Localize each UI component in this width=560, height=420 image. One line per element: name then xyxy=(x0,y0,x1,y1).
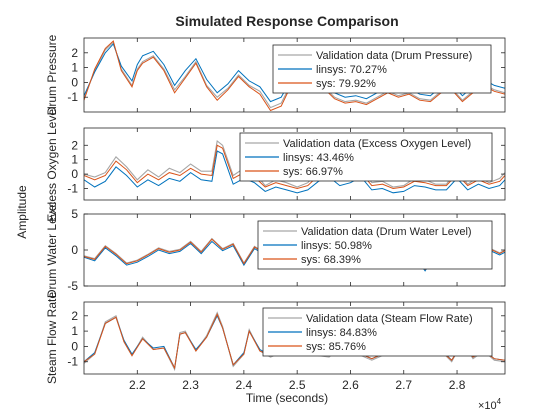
axes-frame xyxy=(83,127,506,201)
y-tick-label: 2 xyxy=(71,138,78,152)
legend-entry: sys: 68.39% xyxy=(301,254,361,266)
series-line-sys xyxy=(84,40,505,112)
x-tick-label: 2.4 xyxy=(236,378,253,392)
y-tick-label: -1 xyxy=(67,355,78,369)
x-tick-label: 2.7 xyxy=(395,378,412,392)
legend-entry: Validation data (Drum Pressure) xyxy=(316,50,472,62)
y-tick-label: 0 xyxy=(71,75,78,89)
y-tick-label: 0 xyxy=(71,243,78,257)
series-line-validation xyxy=(84,139,505,188)
series-line-sys xyxy=(84,144,505,190)
x-tick-label: 2.8 xyxy=(449,378,466,392)
x-axis-label: Time (seconds) xyxy=(246,391,328,405)
y-tick-label: 2 xyxy=(71,46,78,60)
chart-title: Simulated Response Comparison xyxy=(175,13,398,29)
legend: Validation data (Steam Flow Rate) linsys:… xyxy=(262,307,493,357)
subplot-ylabel: Excess Oxygen Level xyxy=(45,106,59,221)
series-line-linsys xyxy=(84,150,505,194)
legend-entry: sys: 79.92% xyxy=(316,78,376,90)
x-tick-label: 2.6 xyxy=(342,378,359,392)
y-tick-label: 1 xyxy=(71,61,78,75)
y-tick-label: -1 xyxy=(67,90,78,104)
y-tick-label: -5 xyxy=(67,279,78,293)
x-tick-label: 2.2 xyxy=(129,378,146,392)
subplot-ylabel: Drum Water Level xyxy=(45,202,59,298)
y-tick-label: 0 xyxy=(71,339,78,353)
legend: Validation data (Excess Oxygen Level) lin… xyxy=(239,132,493,182)
legend-entry: linsys: 43.46% xyxy=(283,152,354,164)
y-tick-label: 2 xyxy=(71,309,78,323)
subplot-3: -5 0 5 Drum Water Level Validation data (Dru… xyxy=(45,202,506,298)
legend-box xyxy=(239,132,493,182)
subplot-ylabel: Drum Pressure xyxy=(45,34,59,115)
y-tick-label: 1 xyxy=(71,153,78,167)
x-tick-label: 2.5 xyxy=(289,378,306,392)
y-tick-label: 5 xyxy=(71,207,78,221)
axes-frame xyxy=(83,37,506,113)
legend-entry: sys: 66.97% xyxy=(283,166,343,178)
axes-frame xyxy=(83,301,506,375)
legend-entry: Validation data (Steam Flow Rate) xyxy=(306,313,473,325)
legend-entry: linsys: 84.83% xyxy=(306,327,377,339)
legend-entry: linsys: 50.98% xyxy=(301,240,372,252)
x-exponent-label: ×104 xyxy=(478,397,502,412)
y-tick-label: 0 xyxy=(71,167,78,181)
legend-entry: Validation data (Drum Water Level) xyxy=(301,226,472,238)
y-tick-label: 1 xyxy=(71,324,78,338)
x-exponent-base: ×10 xyxy=(478,400,497,412)
x-tick-label: 2.3 xyxy=(182,378,199,392)
legend: Validation data (Drum Water Level) linsys… xyxy=(257,220,493,270)
legend-entry: sys: 85.76% xyxy=(306,341,366,353)
subplot-ylabel: Steam Flow Rate xyxy=(45,292,59,384)
legend-entry: linsys: 70.27% xyxy=(316,64,387,76)
legend: Validation data (Drum Pressure) linsys: 7… xyxy=(272,44,492,94)
y-axis-label: Amplitude xyxy=(15,185,29,239)
subplot-4: -1 012 2.2 2.3 2.4 2.5 2.6 2.7 2.8 Steam Flow Rat… xyxy=(45,292,506,392)
legend-entry: Validation data (Excess Oxygen Level) xyxy=(283,138,471,150)
x-exponent-power: 4 xyxy=(497,397,502,406)
y-tick-label: -1 xyxy=(67,181,78,195)
